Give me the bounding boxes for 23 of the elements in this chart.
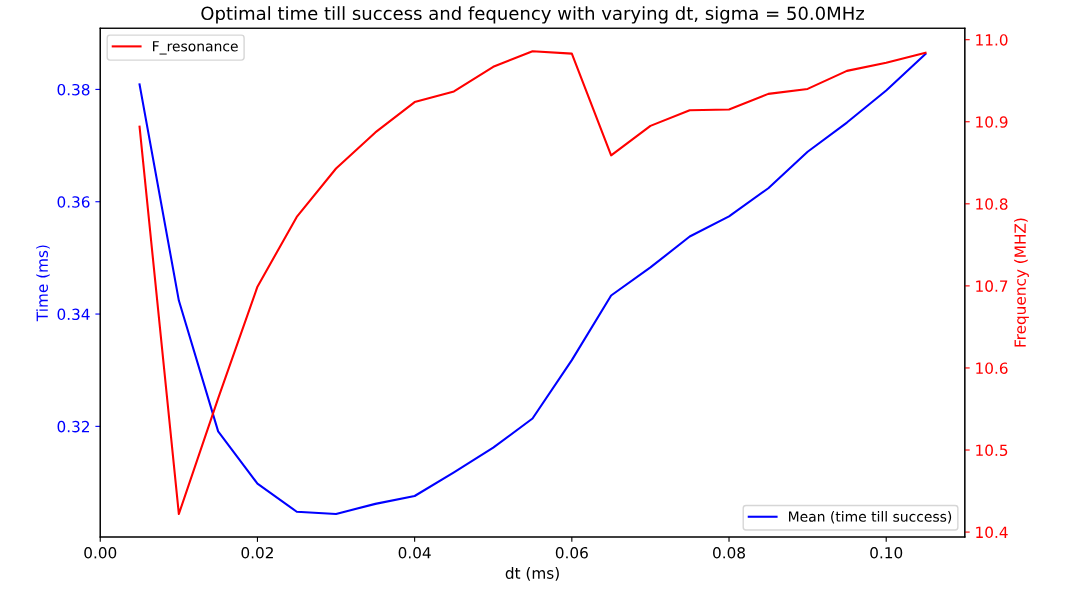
x-tick-label: 0.00 [84,546,117,559]
x-tick-label: 0.02 [241,546,273,559]
y2-tick-label: 10.8 [976,198,1008,210]
y2-tick-label: 11.0 [976,34,1008,46]
x-tick-label: 0.08 [713,546,745,559]
legend-label: Mean (time till success) [789,511,952,524]
y-tick-label: 0.36 [57,196,90,208]
x-tick-label: 0.10 [870,546,903,559]
x-axis-title: dt (ms) [505,567,559,581]
x-tick-label: 0.06 [555,546,588,559]
y-axis-title: Time (ms) [36,245,50,322]
y2-tick-label: 10.9 [976,116,1008,128]
y2-tick-label: 10.4 [976,526,1008,539]
y2-tick-label: 10.7 [976,280,1008,292]
y2-tick-label: 10.5 [976,444,1008,457]
y-tick-label: 0.38 [57,83,90,96]
x-tick-label: 0.04 [398,546,431,559]
y-tick-label: 0.34 [57,308,90,321]
y2-tick-label: 10.6 [976,362,1008,374]
legend-label: F_resonance [153,41,238,55]
chart-title: Optimal time till success and fequency with varying dt, sigma = 50.0MHz [201,6,864,24]
y2-axis-title: Frequency (MHZ) [1014,218,1029,347]
y-tick-label: 0.32 [57,420,89,433]
